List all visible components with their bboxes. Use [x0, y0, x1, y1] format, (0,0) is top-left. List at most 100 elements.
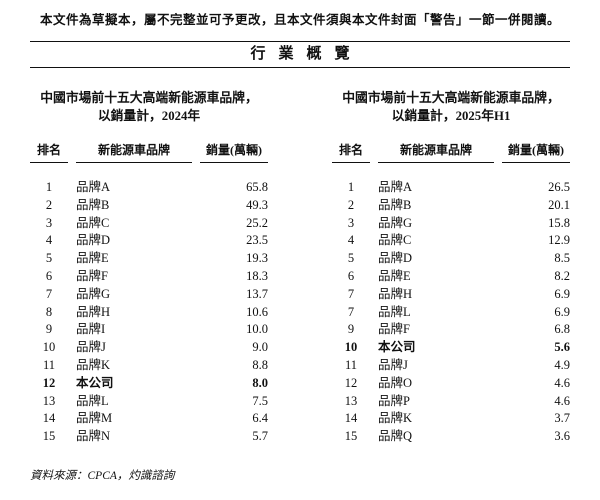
rank-cell: 4 [347, 233, 355, 248]
table-title: 中國市場前十五大高端新能源車品牌， 以銷量計，2024年 [30, 90, 268, 125]
brand-cell: 品牌D [76, 233, 111, 248]
table-row: 6 品牌F 18.3 [30, 268, 268, 286]
sales-cell: 3.6 [554, 429, 570, 444]
table-row: 2 品牌B 49.3 [30, 197, 268, 215]
sales-cell: 7.5 [252, 393, 268, 408]
brand-cell: 品牌K [378, 411, 413, 426]
rank-cell: 6 [45, 268, 53, 283]
rank-cell: 11 [344, 357, 358, 372]
table-title-line2: 以銷量計，2024年 [97, 108, 201, 123]
brand-cell: 品牌K [76, 357, 111, 372]
rank-cell: 12 [42, 375, 56, 390]
brand-cell: 品牌G [76, 286, 111, 301]
draft-disclaimer-text: 本文件為草擬本，屬不完整並可予更改，且本文件須與本文件封面「警告」一節一併閱讀。 [39, 13, 560, 27]
brand-column-header: 新能源車品牌 [378, 141, 494, 163]
rank-cell: 6 [347, 268, 355, 283]
rank-cell: 3 [45, 215, 53, 230]
brand-cell: 品牌D [378, 251, 413, 266]
sales-cell: 4.9 [554, 357, 570, 372]
table-row: 7 品牌L 6.9 [332, 304, 570, 322]
rank-cell: 12 [344, 375, 358, 390]
table-body: 1 品牌A 26.5 2 品牌B 20.1 3 品牌G 15.8 4 品牌C 12.9 5 品牌D 8.5 6… [332, 179, 570, 446]
rank-cell: 9 [347, 322, 355, 337]
brand-cell: 品牌H [378, 286, 413, 301]
rank-cell: 14 [344, 411, 358, 426]
sales-cell: 23.5 [246, 233, 268, 248]
brand-cell: 品牌Q [378, 429, 413, 444]
brand-cell: 品牌M [76, 411, 113, 426]
sales-cell: 25.2 [246, 215, 268, 230]
brand-cell: 品牌P [378, 393, 410, 408]
sales-cell: 4.6 [554, 375, 570, 390]
rank-cell: 13 [42, 393, 56, 408]
rank-cell: 7 [347, 286, 355, 301]
table-row: 1 品牌A 26.5 [332, 179, 570, 197]
brand-cell: 品牌F [76, 268, 108, 283]
brand-column-header: 新能源車品牌 [76, 141, 192, 163]
sales-cell: 20.1 [548, 197, 570, 212]
sales-cell: 13.7 [246, 286, 268, 301]
rank-cell: 15 [42, 429, 56, 444]
table-row: 9 品牌F 6.8 [332, 321, 570, 339]
table-row: 10 品牌J 9.0 [30, 339, 268, 357]
table-row: 4 品牌C 12.9 [332, 232, 570, 250]
sales-cell: 5.6 [554, 340, 570, 355]
table-row: 3 品牌C 25.2 [30, 215, 268, 233]
table-header-row: 排名 新能源車品牌 銷量(萬輛) [332, 141, 570, 163]
brand-cell: 品牌L [76, 393, 109, 408]
brand-cell: 品牌B [76, 197, 110, 212]
brand-cell: 品牌F [378, 322, 410, 337]
table-row-company: 10 本公司 5.6 [332, 339, 570, 357]
table-row: 13 品牌L 7.5 [30, 393, 268, 411]
brand-cell: 本公司 [378, 340, 416, 355]
table-title-line1: 中國市場前十五大高端新能源車品牌， [342, 91, 560, 105]
table-body: 1 品牌A 65.8 2 品牌B 49.3 3 品牌C 25.2 4 品牌D 23.5 5 品牌E 19.3… [30, 179, 268, 446]
table-row: 1 品牌A 65.8 [30, 179, 268, 197]
rank-cell: 10 [344, 340, 358, 355]
source-note: 資料來源：CPCA，灼識諮詢 [30, 469, 175, 482]
rank-cell: 8 [45, 304, 53, 319]
sales-cell: 26.5 [548, 180, 570, 194]
brand-cell: 品牌H [76, 304, 111, 319]
sales-cell: 3.7 [554, 411, 570, 426]
table-row-company: 12 本公司 8.0 [30, 375, 268, 393]
sales-cell: 6.8 [554, 322, 570, 337]
rank-cell: 2 [45, 197, 53, 212]
brand-cell: 品牌I [76, 322, 106, 337]
rank-cell: 11 [42, 357, 56, 372]
rank-cell: 2 [347, 197, 355, 212]
table-row: 2 品牌B 20.1 [332, 197, 570, 215]
table-row: 9 品牌I 10.0 [30, 321, 268, 339]
table-row: 14 品牌K 3.7 [332, 410, 570, 428]
brand-cell: 品牌A [378, 180, 413, 194]
sales-cell: 6.9 [554, 304, 570, 319]
brand-cell: 品牌A [76, 180, 111, 194]
brand-cell: 品牌C [76, 215, 110, 230]
sales-cell: 10.0 [246, 322, 268, 337]
section-header: 行業概覽 [30, 41, 570, 68]
sales-cell: 8.2 [554, 268, 570, 283]
table-header-row: 排名 新能源車品牌 銷量(萬輛) [30, 141, 268, 163]
table-row: 15 品牌N 5.7 [30, 428, 268, 446]
page-title: 行業概覽 [250, 46, 363, 62]
brand-cell: 品牌C [378, 233, 412, 248]
sales-cell: 19.3 [246, 251, 268, 266]
rank-cell: 14 [42, 411, 56, 426]
table-2024: 中國市場前十五大高端新能源車品牌， 以銷量計，2024年 排名 新能源車品牌 銷… [30, 90, 268, 446]
rank-column-header: 排名 [332, 141, 370, 163]
table-2025h1: 中國市場前十五大高端新能源車品牌， 以銷量計，2025年H1 排名 新能源車品牌… [332, 90, 570, 446]
sales-cell: 18.3 [246, 268, 268, 283]
table-title: 中國市場前十五大高端新能源車品牌， 以銷量計，2025年H1 [332, 90, 570, 125]
rank-cell: 15 [344, 429, 358, 444]
rank-cell: 3 [347, 215, 355, 230]
sales-cell: 10.6 [246, 304, 268, 319]
document-page: 本文件為草擬本，屬不完整並可予更改，且本文件須與本文件封面「警告」一節一併閱讀。… [0, 12, 600, 484]
rank-column-header: 排名 [30, 141, 68, 163]
tables-container: 中國市場前十五大高端新能源車品牌， 以銷量計，2024年 排名 新能源車品牌 銷… [30, 90, 570, 446]
brand-cell: 品牌O [378, 375, 413, 390]
brand-cell: 品牌J [378, 357, 408, 372]
table-row: 14 品牌M 6.4 [30, 410, 268, 428]
brand-cell: 品牌G [378, 215, 413, 230]
brand-cell: 品牌E [76, 251, 109, 266]
table-row: 12 品牌O 4.6 [332, 375, 570, 393]
